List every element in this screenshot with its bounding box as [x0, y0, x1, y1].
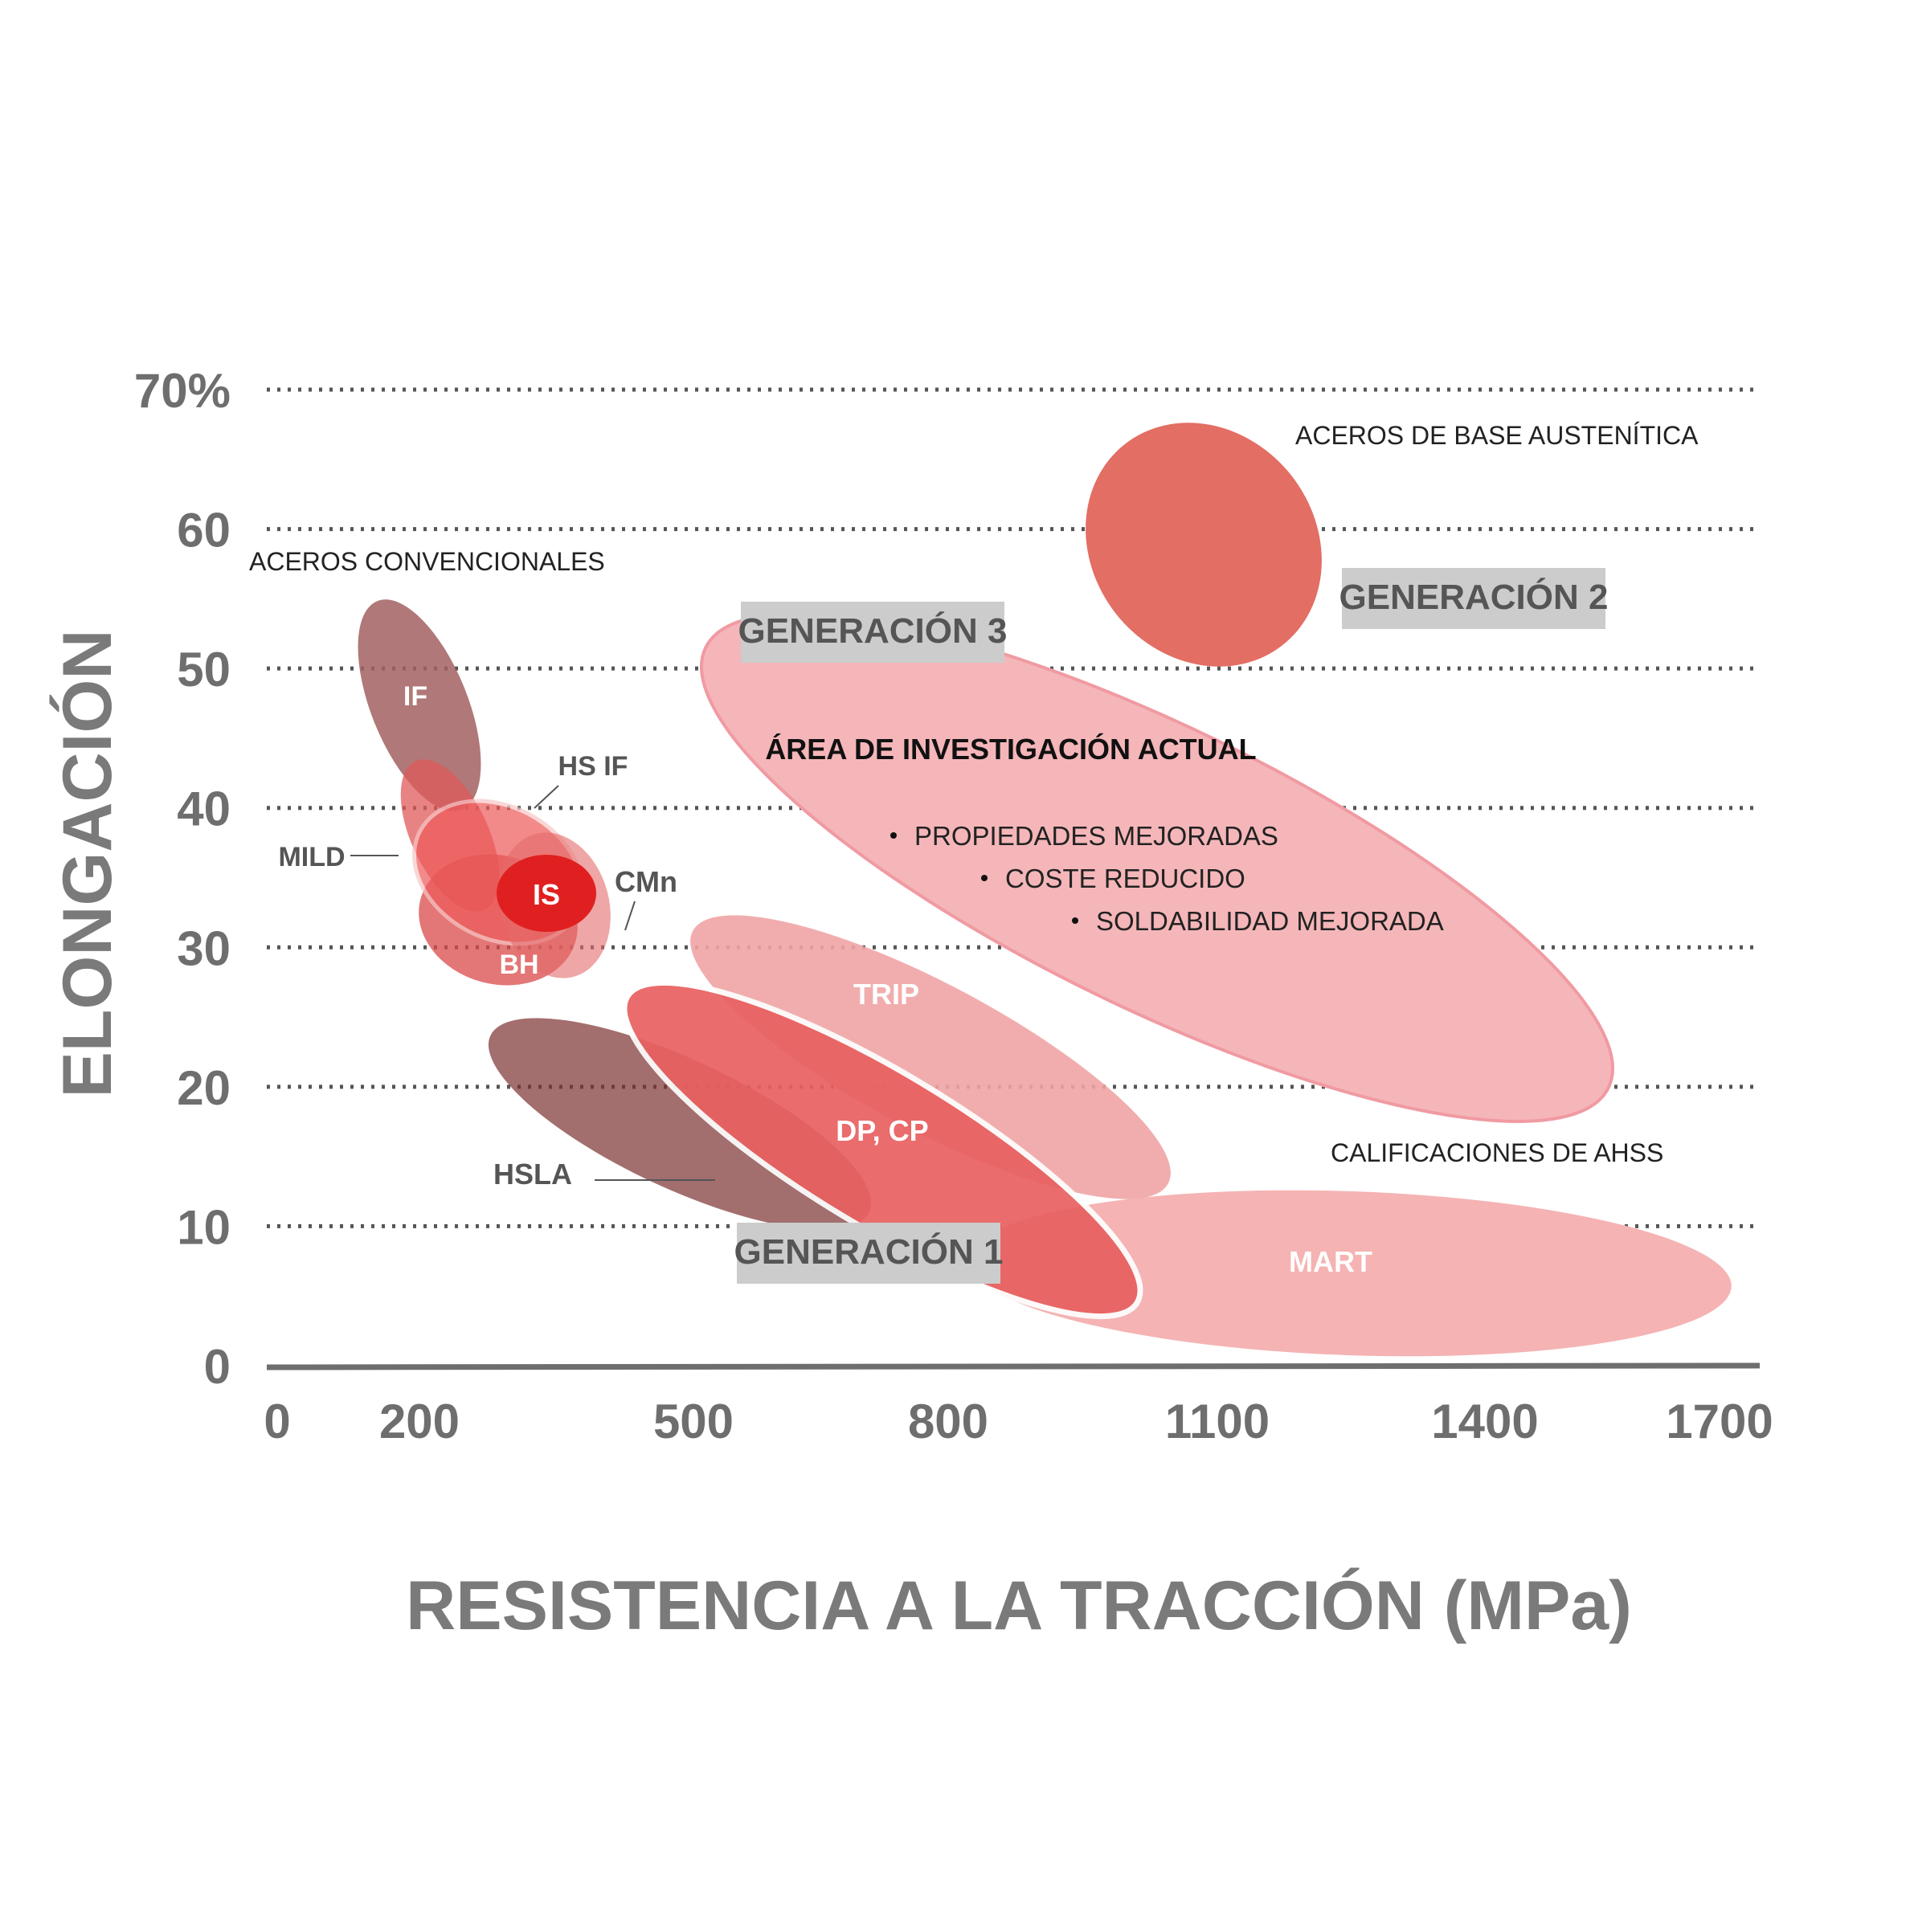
research-bullet-2: COSTE REDUCIDO: [1005, 864, 1245, 893]
bullet-dot-3: [1072, 917, 1078, 924]
region-austenitic: [1086, 423, 1322, 667]
x-tick-label: 800: [908, 1395, 988, 1448]
region-dp-cp: [621, 979, 1143, 1320]
x-axis-title: RESISTENCIA A LA TRACCIÓN (MPa): [406, 1567, 1632, 1644]
region-labels: IF MILD HS IF BH IS CMn HSLA TRIP DP, CP…: [278, 681, 1372, 1278]
label-mart: MART: [1289, 1245, 1372, 1278]
y-tick-label: 20: [177, 1061, 231, 1115]
y-tick-label: 50: [177, 643, 231, 696]
label-is: IS: [533, 878, 560, 911]
gen3-box: [741, 602, 1004, 663]
label-hsla: HSLA: [493, 1158, 572, 1191]
hs-if-leader: [534, 785, 559, 809]
research-area-text: ÁREA DE INVESTIGACIÓN ACTUAL PROPIEDADES…: [765, 732, 1443, 936]
generation-boxes: GENERACIÓN 3 GENERACIÓN 2 GENERACIÓN 1: [734, 568, 1609, 1284]
y-tick-label: 40: [177, 782, 231, 836]
label-mild: MILD: [278, 842, 345, 872]
region-if: [358, 599, 481, 811]
label-trip: TRIP: [853, 978, 919, 1011]
gen2-box: [1342, 568, 1605, 629]
annotation-ahss: CALIFICACIONES DE AHSS: [1331, 1138, 1663, 1167]
gen1-label: GENERACIÓN 1: [734, 1231, 1004, 1272]
y-tick-label: 30: [177, 921, 231, 975]
cmn-leader: [624, 901, 636, 931]
research-bullet-1: PROPIEDADES MEJORADAS: [914, 821, 1278, 851]
y-tick-labels: 0 10 20 30 40 50 60 70%: [134, 364, 231, 1394]
label-bh: BH: [499, 950, 538, 980]
x-axis-line: [266, 1362, 1761, 1370]
y-tick-label: 60: [177, 504, 231, 558]
y-tick-label: 0: [204, 1340, 231, 1394]
label-if: IF: [403, 681, 427, 712]
label-hs-if: HS IF: [558, 751, 628, 782]
research-bullet-3: SOLDABILIDAD MEJORADA: [1096, 906, 1444, 936]
region-research-area: [700, 612, 1614, 1123]
gen1-box: [737, 1223, 1000, 1284]
label-cmn: CMn: [615, 865, 677, 898]
region-mart: [968, 1190, 1732, 1357]
annotations: ACEROS CONVENCIONALES ACEROS DE BASE AUS…: [249, 421, 1699, 1167]
regions: [358, 423, 1732, 1357]
bullet-dot-2: [981, 875, 988, 881]
x-tick-label: 200: [379, 1395, 460, 1448]
annotation-austenitic: ACEROS DE BASE AUSTENÍTICA: [1295, 421, 1699, 450]
y-tick-label: 10: [177, 1200, 231, 1254]
x-tick-label: 500: [653, 1395, 734, 1448]
leader-lines: [350, 785, 715, 1181]
gen2-label: GENERACIÓN 2: [1339, 577, 1609, 617]
x-tick-labels: 0 200 500 800 1100 1400 1700: [264, 1395, 1773, 1448]
x-tick-label: 1700: [1666, 1395, 1773, 1448]
x-tick-label: 0: [264, 1395, 290, 1448]
region-hsla: [488, 1018, 872, 1230]
x-tick-label: 1400: [1431, 1395, 1538, 1448]
region-is: [497, 855, 596, 932]
gen3-label: GENERACIÓN 3: [738, 611, 1008, 651]
x-tick-label: 1100: [1165, 1395, 1270, 1448]
research-title: ÁREA DE INVESTIGACIÓN ACTUAL: [765, 732, 1256, 766]
annotation-conventional: ACEROS CONVENCIONALES: [249, 547, 605, 576]
bullet-dot-1: [890, 832, 897, 839]
label-dp-cp: DP, CP: [836, 1114, 928, 1147]
region-trip: [690, 915, 1171, 1199]
y-axis-title: ELONGACIÓN: [49, 630, 126, 1098]
y-tick-label: 70%: [134, 364, 231, 418]
